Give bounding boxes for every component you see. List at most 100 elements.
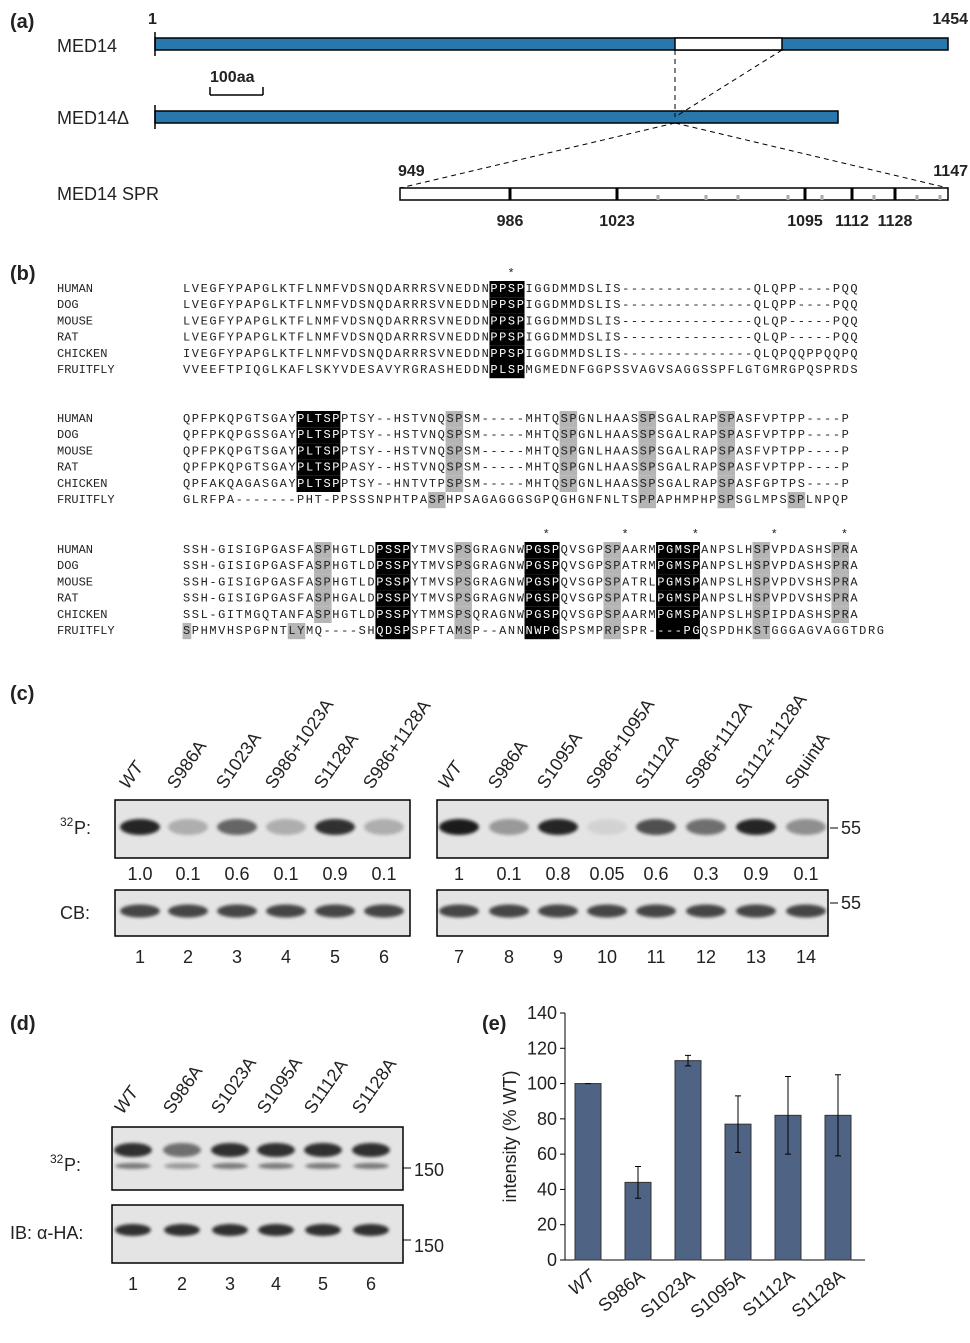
site-stars: *: [183, 267, 516, 281]
species: DOG: [57, 559, 79, 573]
site-shade: [752, 606, 771, 623]
sequence: LVEGFYPAPGLKTFLNMFVDSNQDARRRSVNEDDNPPSPI…: [183, 282, 859, 296]
label: IB: α-HA:: [10, 1223, 83, 1243]
gel-band: [163, 1143, 201, 1157]
gel-band: [587, 904, 627, 918]
lane-number: 1: [128, 1274, 138, 1294]
site-shade: [559, 427, 578, 444]
error-bar: [635, 1165, 641, 1199]
site-shade: [454, 574, 472, 591]
conserved-box: [296, 475, 341, 492]
gel-band: [120, 819, 160, 835]
lane-label: S986A: [163, 737, 210, 793]
sequence: SPHMVHSPGPNTLYMQ----SHQDSPSPFTAMSP--ANNN…: [183, 624, 886, 638]
sequence: SSH-GISIGPGASFASPHGTLDPSSPYTMVSPSGRAGNWP…: [183, 559, 859, 573]
quantification: 0.05: [589, 864, 624, 884]
gel-band: [168, 819, 208, 835]
sequence: SSH-GISIGPGASFASPHGTLDPSSPYTMVSPSGRAGNWP…: [183, 575, 859, 589]
site-shade: [454, 606, 472, 623]
species: HUMAN: [57, 282, 93, 296]
species: FRUITFLY: [57, 363, 115, 377]
gel-band: [211, 1143, 249, 1157]
gel-band: [353, 1224, 389, 1236]
site-shade: [603, 606, 621, 623]
gel-band: [786, 904, 826, 918]
site-shade: [717, 459, 736, 476]
gel-band: [217, 904, 257, 918]
lane-number: 8: [504, 947, 514, 967]
gel-band: [168, 904, 208, 918]
site-shade: [752, 542, 771, 559]
species: CHICKEN: [57, 608, 107, 622]
lane-number: 13: [746, 947, 766, 967]
site-shade: [603, 542, 621, 559]
conserved-box: [296, 459, 341, 476]
species: RAT: [57, 592, 79, 606]
site-shade: [445, 427, 464, 444]
site-shade: [314, 542, 332, 559]
quantification: 1.0: [127, 864, 152, 884]
y-tick-label: 0: [547, 1250, 557, 1270]
label-sup: 32: [60, 815, 74, 829]
conserved-box: [524, 590, 560, 607]
gel-band: [538, 904, 578, 918]
start: 1: [148, 11, 157, 28]
species: RAT: [57, 331, 79, 345]
lane-label: WT: [115, 756, 149, 792]
gel-band: [439, 819, 479, 835]
quantification: 0.9: [322, 864, 347, 884]
species: DOG: [57, 428, 79, 442]
species: DOG: [57, 298, 79, 312]
gel-band: [258, 1224, 294, 1236]
gel-band: [164, 1224, 200, 1236]
site-shade: [454, 623, 472, 640]
lane-label: S1112A: [300, 1056, 352, 1118]
site-shade: [752, 558, 771, 575]
panel-label: (a): [10, 11, 34, 33]
conserved-box: [524, 623, 560, 640]
panel-label: (b): [10, 263, 36, 285]
species: HUMAN: [57, 543, 93, 557]
y-tick-label: 20: [537, 1215, 557, 1235]
error-bar: [835, 1074, 841, 1157]
dashed-lines: [399, 49, 949, 189]
conserved-box: [524, 606, 560, 623]
x-tick-label: S1023A: [637, 1266, 699, 1322]
gel-band: [736, 819, 776, 835]
lane-number: 5: [330, 947, 340, 967]
gel-band: [120, 904, 160, 918]
med14-bar: [154, 37, 949, 51]
panel-label: (e): [482, 1013, 506, 1035]
gel-band: [305, 1224, 341, 1236]
lane-number: 12: [696, 947, 716, 967]
site-shade: [638, 459, 657, 476]
species: FRUITFLY: [57, 493, 115, 507]
gel: [114, 889, 411, 937]
deleted-region: [674, 37, 783, 51]
conserved-box: [656, 590, 700, 607]
site-shade: [314, 558, 332, 575]
species: CHICKEN: [57, 347, 107, 361]
gel-band: [489, 819, 529, 835]
site-shade: [428, 492, 446, 509]
conserved-box: [375, 558, 411, 575]
lane-label: S1112A: [631, 731, 683, 793]
gel-band: [115, 1224, 151, 1236]
error-bar: [785, 1076, 791, 1155]
lane-label: S1023A: [207, 1053, 260, 1117]
site-shade: [831, 542, 850, 559]
lane-label: WT: [110, 1081, 144, 1117]
site-label: 1112: [835, 213, 869, 230]
site-shade: [445, 443, 464, 460]
quantification: 0.6: [643, 864, 668, 884]
marker-label: 150: [414, 1236, 444, 1256]
label: P:: [64, 1155, 81, 1175]
gel-band: [489, 904, 529, 918]
conserved-box: [375, 574, 411, 591]
species: HUMAN: [57, 412, 93, 426]
site-shade: [717, 475, 736, 492]
site-shade: [445, 475, 464, 492]
site-shade: [638, 475, 657, 492]
x-tick-label: S1128A: [788, 1266, 849, 1322]
site-shade: [752, 623, 771, 640]
